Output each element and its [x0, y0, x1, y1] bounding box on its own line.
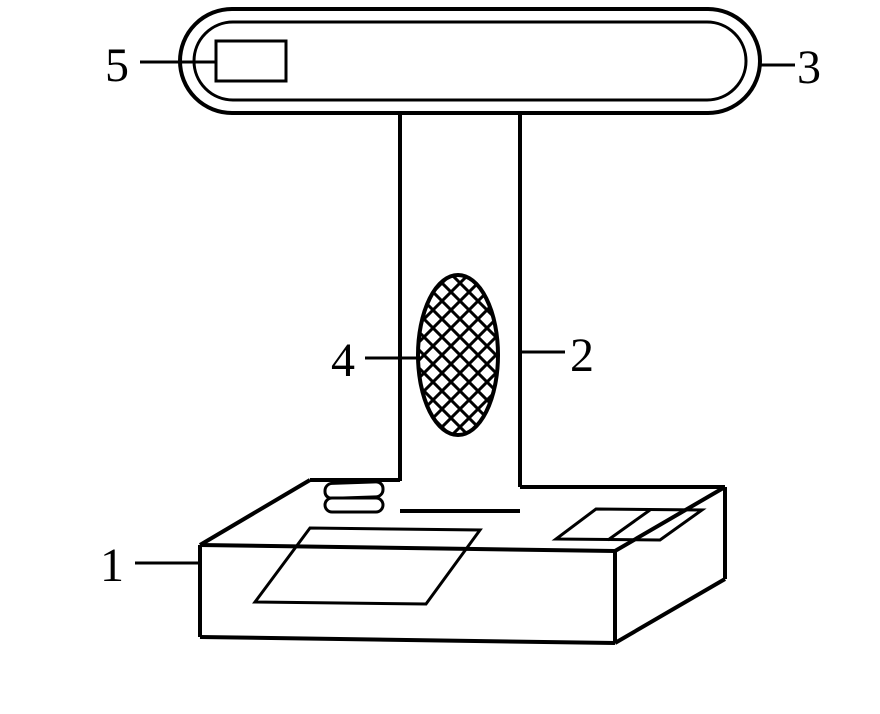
grille-hatch: [380, 185, 540, 525]
top-bar-window: [216, 41, 286, 81]
base-front-bottom: [200, 637, 615, 643]
label-2: 2: [570, 328, 594, 383]
label-4: 4: [331, 333, 355, 388]
top-bar-inner: [194, 22, 746, 100]
base-right-recede-bottom: [615, 579, 725, 643]
top-bar-outer: [180, 9, 760, 113]
base-small-slot-shape: [325, 498, 383, 512]
label-1: 1: [100, 538, 124, 593]
diagram-canvas: [0, 0, 880, 714]
label-3: 3: [797, 40, 821, 95]
label-5: 5: [105, 38, 129, 93]
